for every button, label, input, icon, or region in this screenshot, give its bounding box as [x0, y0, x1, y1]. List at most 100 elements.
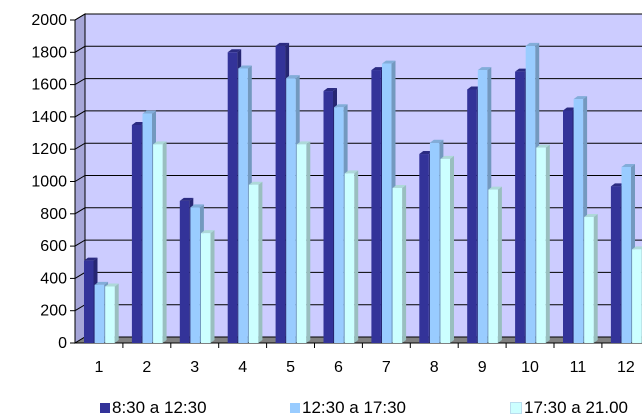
- x-tick-label: 2: [142, 359, 151, 376]
- legend: 8:30 a 12:30 12:30 a 17:30 17:30 a 21.00: [0, 398, 642, 420]
- bar-side-s3-c4: [258, 181, 263, 343]
- bar-top-s3-c9: [488, 186, 502, 190]
- bar-s2-c12: [621, 166, 631, 343]
- bar-s3-c9: [488, 189, 498, 343]
- bar-top-s3-c7: [392, 184, 407, 188]
- bar-side-s3-c2: [162, 141, 167, 343]
- bar-s2-c5: [286, 78, 296, 343]
- bar-top-s1-c2: [131, 121, 146, 125]
- bar-top-s3-c11: [584, 214, 598, 218]
- legend-swatch-series-2: [290, 403, 300, 413]
- bar-top-s3-c3: [201, 230, 215, 234]
- y-tick-label: 1400: [31, 109, 67, 126]
- legend-label-series-2: 12:30 a 17:30: [302, 398, 406, 417]
- bar-s1-c2: [131, 124, 142, 343]
- y-tick-label: 400: [40, 270, 67, 287]
- y-tick-label: 1600: [31, 77, 67, 94]
- bar-s2-c10: [525, 45, 536, 344]
- bar-top-s2-c10: [525, 42, 540, 46]
- bar-s3-c3: [201, 233, 211, 343]
- bar-top-s3-c5: [296, 141, 311, 145]
- bar-side-s3-c1: [114, 283, 119, 343]
- bar-s2-c7: [382, 63, 392, 343]
- legend-swatch-series-1: [100, 403, 110, 413]
- bar-s3-c11: [584, 217, 594, 343]
- bar-s2-c2: [142, 113, 152, 343]
- y-tick-label: 1800: [31, 44, 67, 61]
- legend-label-series-1: 8:30 a 12:30: [112, 398, 207, 417]
- bar-top-s1-c4: [227, 49, 242, 53]
- x-tick-label: 9: [478, 359, 487, 376]
- bar-top-s1-c9: [467, 86, 481, 90]
- bar-top-s2-c8: [429, 139, 444, 143]
- bar-s1-c5: [275, 45, 286, 344]
- y-tick-label: 800: [40, 206, 67, 223]
- bar-top-s2-c6: [334, 104, 348, 108]
- bar-top-s2-c5: [286, 75, 300, 79]
- bar-s1-c9: [467, 89, 477, 343]
- bar-top-s1-c7: [371, 67, 385, 71]
- bar-s1-c11: [563, 110, 573, 343]
- bar-top-s2-c4: [238, 65, 252, 69]
- bar-top-s1-c10: [515, 68, 529, 72]
- gridline: [74, 207, 642, 215]
- bar-side-s3-c11: [593, 214, 598, 343]
- bar-top-s3-c6: [344, 170, 359, 174]
- gridline: [74, 175, 642, 182]
- x-tick-label: 12: [617, 359, 635, 376]
- bar-top-s2-c9: [477, 67, 492, 71]
- x-tick-label: 5: [286, 359, 295, 376]
- bar-top-s2-c11: [573, 96, 588, 100]
- x-tick-label: 8: [430, 359, 439, 376]
- bar-s2-c9: [477, 70, 488, 343]
- bar-top-s1-c6: [323, 88, 337, 92]
- bar-top-s1-c5: [275, 42, 290, 46]
- y-tick-label: 1200: [31, 141, 67, 158]
- bar-top-s3-c2: [153, 141, 167, 145]
- gridline: [74, 239, 642, 247]
- bar-s1-c8: [419, 154, 429, 343]
- bar-top-s1-c3: [179, 197, 194, 201]
- bar-s1-c7: [371, 70, 381, 343]
- bar-top-s2-c12: [621, 163, 635, 167]
- gridline: [74, 110, 642, 118]
- bar-s3-c12: [632, 249, 642, 343]
- y-tick-label: 600: [40, 238, 67, 255]
- legend-item-series-2: 12:30 a 17:30: [290, 398, 406, 418]
- gridline: [74, 142, 642, 150]
- bar-side-s3-c10: [545, 144, 550, 343]
- legend-item-series-3: 17:30 a 21.00: [510, 398, 628, 418]
- legend-label-series-3: 17:30 a 21.00: [524, 398, 628, 417]
- bar-s3-c7: [392, 187, 403, 343]
- bar-top-s2-c7: [382, 60, 396, 64]
- bar-s1-c3: [179, 200, 190, 343]
- bar-s3-c6: [344, 173, 355, 343]
- gridline: [74, 45, 642, 53]
- bar-s3-c2: [153, 144, 163, 343]
- bar-top-s3-c8: [440, 155, 454, 159]
- gridline: [74, 78, 642, 86]
- bar-s1-c12: [610, 186, 621, 343]
- bar-side-s3-c9: [497, 186, 502, 343]
- bar-s3-c8: [440, 158, 450, 343]
- bar-s2-c6: [334, 107, 344, 344]
- bar-side-s3-c5: [306, 141, 311, 343]
- bar-top-s1-c8: [419, 151, 433, 155]
- y-tick-label: 200: [40, 303, 67, 320]
- bar-side-s3-c3: [210, 230, 215, 343]
- legend-swatch-series-3: [510, 402, 522, 414]
- y-tick-label: 2000: [31, 12, 67, 29]
- bar-s1-c10: [515, 71, 525, 344]
- bar-top-s3-c12: [632, 246, 642, 250]
- y-tick-label: 1000: [31, 174, 67, 191]
- bar-s2-c8: [429, 142, 440, 343]
- bar-s1-c6: [323, 91, 333, 343]
- bar-s3-c10: [536, 147, 546, 343]
- bar-s2-c4: [238, 68, 248, 343]
- bar-top-s3-c10: [536, 144, 550, 148]
- bar-side-s3-c6: [354, 170, 359, 343]
- bar-top-s1-c11: [563, 107, 577, 111]
- x-tick-label: 1: [94, 359, 103, 376]
- bar-top-s3-c1: [105, 283, 119, 287]
